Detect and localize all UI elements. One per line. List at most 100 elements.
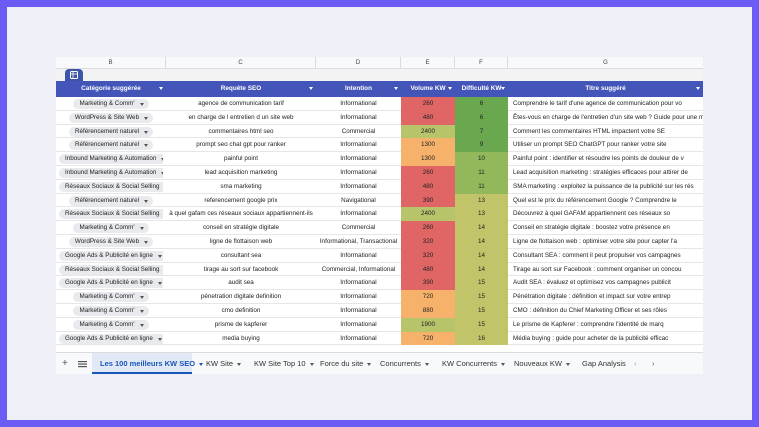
title-cell[interactable]: Quel est le prix du référencement Google… — [513, 196, 677, 204]
column-letter-c[interactable]: C — [166, 57, 316, 69]
intent-cell[interactable]: Informational — [340, 155, 377, 163]
keyword-cell[interactable]: audit sea — [228, 279, 254, 287]
category-dropdown[interactable]: Marketing & Comm' — [59, 290, 163, 304]
title-cell[interactable]: Le prisme de Kapferer : comprendre l'ide… — [513, 320, 664, 328]
chevron-down-icon[interactable] — [424, 362, 429, 366]
intent-cell[interactable]: Informational — [340, 141, 377, 149]
table-row[interactable]: Google Ads & Publicité en ligne media buy… — [56, 331, 703, 346]
title-cell[interactable]: Painful point : identifier et résoudre l… — [513, 155, 684, 163]
title-cell[interactable]: Comment les commentaires HTML impactent … — [513, 127, 665, 135]
table-row[interactable]: Réseaux Sociaux & Social Selling sma mark… — [56, 179, 703, 194]
intent-cell[interactable]: Navigational — [341, 196, 376, 204]
category-dropdown[interactable]: Réseaux Sociaux & Social Selling — [59, 180, 163, 194]
title-cell[interactable]: Découvrez à quel GAFAM appartiennent ces… — [513, 210, 671, 218]
sheet-tab[interactable]: Force du site — [312, 353, 372, 374]
difficulty-cell[interactable]: 11 — [455, 165, 508, 180]
table-row[interactable]: Marketing & Comm' cmo definition Informati… — [56, 303, 703, 318]
filter-icon[interactable] — [696, 87, 700, 90]
table-row[interactable]: Inbound Marketing & Automation lead acqui… — [56, 165, 703, 180]
difficulty-cell[interactable]: 15 — [455, 317, 508, 332]
category-dropdown[interactable]: Google Ads & Publicité en ligne — [59, 249, 163, 263]
keyword-cell[interactable]: commentaires html seo — [208, 127, 274, 135]
intent-cell[interactable]: Informational — [340, 100, 377, 107]
keyword-cell[interactable]: ligne de flottaison web — [209, 237, 273, 245]
intent-cell[interactable]: Informational — [340, 210, 377, 218]
category-dropdown[interactable]: Référencement naturel — [59, 138, 163, 152]
volume-cell[interactable]: 480 — [401, 262, 455, 277]
title-cell[interactable]: Pénétration digitale : définition et imp… — [513, 293, 671, 301]
chevron-down-icon[interactable] — [565, 362, 570, 366]
volume-cell[interactable]: 260 — [401, 165, 455, 180]
category-dropdown[interactable]: Marketing & Comm' — [59, 304, 163, 318]
filter-icon[interactable] — [159, 87, 163, 90]
table-row[interactable]: Réseaux Sociaux & Social Selling tirage a… — [56, 262, 703, 277]
table-row[interactable]: Réseaux Sociaux & Social Selling à quel g… — [56, 207, 703, 222]
chevron-down-icon[interactable] — [237, 362, 242, 366]
title-cell[interactable]: Êtes-vous en charge de l'entretien d'un … — [513, 113, 703, 121]
title-cell[interactable]: Audit SEA : évaluez et optimisez vos cam… — [513, 279, 671, 287]
category-dropdown[interactable]: Google Ads & Publicité en ligne — [59, 332, 163, 346]
column-letter-e[interactable]: E — [401, 57, 455, 69]
volume-cell[interactable]: 1300 — [401, 152, 455, 166]
table-row[interactable]: Google Ads & Publicité en ligne consultan… — [56, 248, 703, 263]
sheet-tab[interactable]: Concurrents — [372, 353, 429, 374]
intent-cell[interactable]: Informational — [340, 113, 377, 121]
keyword-cell[interactable]: conseil en stratégie digitale — [203, 224, 279, 232]
header-intent[interactable]: Intention — [345, 85, 372, 92]
difficulty-cell[interactable]: 14 — [455, 248, 508, 263]
difficulty-cell[interactable]: 14 — [455, 262, 508, 277]
difficulty-cell[interactable]: 7 — [455, 124, 508, 139]
volume-cell[interactable]: 480 — [401, 110, 455, 125]
title-cell[interactable]: SMA marketing : exploitez la puissance d… — [513, 182, 694, 190]
category-dropdown[interactable]: Google Ads & Publicité en ligne — [59, 276, 163, 290]
volume-cell[interactable]: 2400 — [401, 124, 455, 139]
category-dropdown[interactable]: Marketing & Comm' — [59, 221, 163, 235]
header-category[interactable]: Catégorie suggérée — [81, 85, 141, 92]
title-cell[interactable]: Conseil en stratégie digitale : boostez … — [513, 224, 670, 232]
keyword-cell[interactable]: pénetration digitale definition — [200, 293, 282, 301]
chevron-down-icon[interactable] — [367, 362, 372, 366]
category-dropdown[interactable]: Réseaux Sociaux & Social Selling — [59, 263, 163, 277]
volume-cell[interactable]: 260 — [401, 97, 455, 111]
difficulty-cell[interactable]: 14 — [455, 234, 508, 249]
intent-cell[interactable]: Commercial — [341, 224, 376, 232]
scroll-left-icon[interactable]: ‹ — [634, 359, 637, 368]
category-dropdown[interactable]: Inbound Marketing & Automation — [59, 152, 163, 166]
intent-cell[interactable]: Informational — [340, 320, 377, 328]
difficulty-cell[interactable]: 6 — [455, 110, 508, 125]
keyword-cell[interactable]: cmo definition — [221, 306, 261, 314]
keyword-cell[interactable]: painful point — [224, 155, 258, 163]
difficulty-cell[interactable]: 15 — [455, 290, 508, 304]
difficulty-cell[interactable]: 11 — [455, 179, 508, 194]
column-letter-f[interactable]: F — [455, 57, 508, 69]
column-letter-g[interactable]: G — [603, 60, 608, 66]
title-cell[interactable]: Comprendre le tarif d'une agence de comm… — [513, 100, 682, 107]
difficulty-cell[interactable]: 10 — [455, 152, 508, 166]
volume-cell[interactable]: 320 — [401, 248, 455, 263]
title-cell[interactable]: Tirage au sort sur Facebook : comment or… — [513, 265, 682, 273]
intent-cell[interactable]: Commercial, Informational — [321, 265, 396, 273]
keyword-cell[interactable]: sma marketing — [220, 182, 262, 190]
sheet-tab[interactable]: KW Site — [198, 353, 242, 374]
intent-cell[interactable]: Informational — [340, 251, 377, 259]
title-cell[interactable]: Média buying : guide pour acheter de la … — [513, 334, 669, 342]
table-row[interactable]: Marketing & Comm' prisme de kapferer Infor… — [56, 317, 703, 332]
intent-cell[interactable]: Informational — [340, 168, 377, 176]
volume-cell[interactable]: 260 — [401, 221, 455, 235]
header-volume[interactable]: Volume KW — [410, 85, 446, 92]
keyword-cell[interactable]: prisme de kapferer — [214, 320, 268, 328]
category-dropdown[interactable]: WordPress & Site Web — [59, 111, 163, 125]
category-dropdown[interactable]: Référencement naturel — [59, 125, 163, 139]
category-dropdown[interactable]: Référencement naturel — [59, 194, 163, 208]
volume-cell[interactable]: 720 — [401, 331, 455, 346]
add-sheet-icon[interactable]: + — [62, 358, 68, 369]
table-row[interactable]: Référencement naturel prompt seo chat gpt… — [56, 138, 703, 153]
keyword-cell[interactable]: referencement google prix — [204, 196, 278, 204]
sheet-tab[interactable]: KW Site Top 10 — [246, 353, 314, 374]
sheet-tab[interactable]: Gap Analysis — [582, 359, 626, 368]
difficulty-cell[interactable]: 14 — [455, 221, 508, 235]
volume-cell[interactable]: 390 — [401, 193, 455, 208]
keyword-cell[interactable]: lead acquisition marketing — [204, 168, 278, 176]
keyword-cell[interactable]: en charge de l entretien d un site web — [188, 113, 294, 121]
header-difficulty[interactable]: Difficulté KW — [461, 85, 502, 92]
